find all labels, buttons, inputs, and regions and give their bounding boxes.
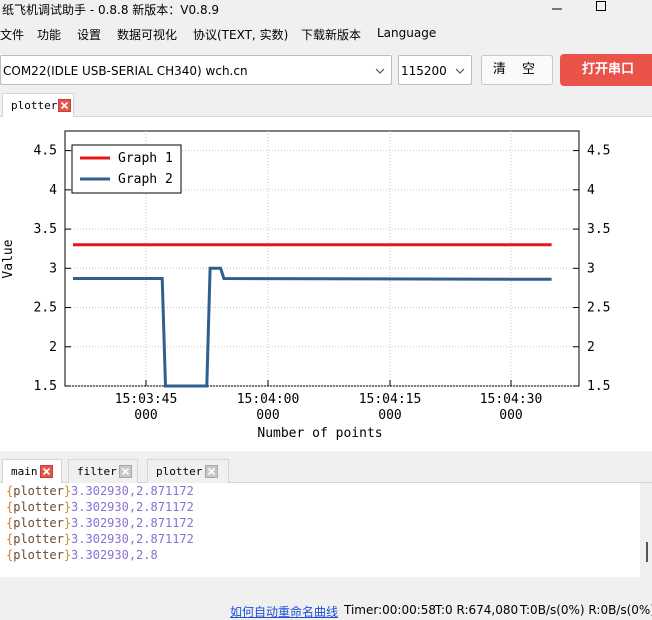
series-line-graph-2	[73, 266, 552, 388]
maximize-icon	[596, 1, 606, 11]
log-value: 3.302930,2.871172	[71, 484, 194, 498]
y-tick-label: 2.5	[34, 301, 57, 316]
menu-visualization[interactable]: 数据可视化	[117, 28, 178, 42]
log-line: {plotter}3.302930,2.871172	[6, 516, 194, 530]
y-tick-label: 4	[49, 183, 57, 198]
log-tag: plotter	[13, 548, 64, 562]
port-select-value: COM22(IDLE USB-SERIAL CH340) wch.cn	[3, 64, 248, 78]
log-tag: plotter	[13, 532, 64, 546]
plot-tab-bar	[0, 93, 652, 117]
menu-language[interactable]: Language	[377, 26, 437, 40]
y-tick-label-right: 4.5	[587, 144, 610, 159]
close-icon	[42, 467, 51, 476]
tab-main[interactable]: main	[2, 459, 62, 483]
plot-panel: 1.5 1.5 2 2 2.5 2.5 3 3 3.5 3.5 4 4 4.5 4.5 15:03:45 0…	[0, 117, 652, 451]
log-tag: plotter	[13, 484, 64, 498]
y-tick-label: 2	[49, 340, 57, 355]
clear-button[interactable]: 清 空	[481, 55, 553, 85]
status-counts: T:0 R:674,080	[435, 603, 519, 617]
close-icon	[121, 467, 130, 476]
y-tick-label-right: 2.5	[587, 301, 610, 316]
y-axis-ticks: 1.5 1.5 2 2 2.5 2.5 3 3 3.5 3.5 4 4 4.5 4.5	[34, 144, 611, 394]
status-rates: T:0B/s(0%) R:0B/s(0%)	[520, 603, 652, 617]
log-value: 3.302930,2.871172	[71, 532, 194, 546]
y-tick-label-right: 4	[587, 183, 595, 198]
x-tick-sublabel: 000	[134, 408, 157, 423]
close-tab-button[interactable]	[205, 465, 218, 478]
log-value: 3.302930,2.871172	[71, 500, 194, 514]
tab-plotter-log[interactable]: plotter	[147, 459, 229, 483]
open-port-button[interactable]: 打开串口	[560, 54, 652, 86]
menu-download-new-version[interactable]: 下载新版本	[301, 28, 362, 42]
chevron-down-icon	[455, 68, 465, 74]
y-tick-label-right: 1.5	[587, 379, 610, 394]
minimize-button[interactable]	[537, 3, 577, 23]
menu-settings[interactable]: 设置	[77, 28, 102, 42]
tab-plotter[interactable]: plotter	[2, 93, 74, 117]
legend: Graph 1 Graph 2	[71, 144, 182, 194]
x-tick-label: 15:04:15	[359, 392, 422, 407]
chart[interactable]: 1.5 1.52 22.5 2.53 33.5 3.54 44.5 4.5 15:03:450…	[0, 117, 652, 451]
title-bar	[0, 0, 652, 22]
baud-select[interactable]: 115200	[398, 55, 472, 85]
x-tick-label: 15:04:00	[237, 392, 300, 407]
x-tick-sublabel: 000	[256, 408, 279, 423]
y-tick-label-right: 3	[587, 261, 595, 276]
log-line: {plotter}3.302930,2.871172	[6, 532, 194, 546]
chevron-down-icon	[375, 68, 385, 74]
tab-filter[interactable]: filter	[68, 459, 138, 483]
x-tick-sublabel: 000	[378, 408, 401, 423]
y-tick-label-right: 3.5	[587, 222, 610, 237]
log-value: 3.302930,2.871172	[71, 516, 194, 530]
y-tick-label: 4.5	[34, 144, 57, 159]
menu-file[interactable]: 文件	[0, 28, 25, 42]
log-scrollbar-thumb[interactable]	[646, 542, 648, 562]
log-output[interactable]	[0, 483, 640, 577]
window-title: 纸飞机调试助手 - 0.8.8 新版本：V0.8.9	[2, 3, 220, 17]
log-value: 3.302930,2.8	[71, 548, 158, 562]
close-tab-button[interactable]	[58, 99, 71, 112]
tab-label: plotter	[156, 465, 203, 478]
x-tick-label: 15:04:30	[480, 392, 543, 407]
port-select[interactable]: COM22(IDLE USB-SERIAL CH340) wch.cn	[0, 55, 392, 85]
menu-protocol[interactable]: 协议(TEXT, 实数)	[193, 28, 289, 42]
series-lines	[73, 243, 552, 388]
x-axis-label: Number of points	[257, 426, 382, 441]
legend-label-graph-1: Graph 1	[118, 151, 173, 166]
log-tag: plotter	[13, 500, 64, 514]
tab-label: plotter	[11, 99, 58, 112]
x-tick-label: 15:03:45	[115, 392, 178, 407]
log-tag: plotter	[13, 516, 64, 530]
y-axis-label: Value	[1, 239, 16, 278]
y-tick-label: 3	[49, 261, 57, 276]
y-tick-label: 1.5	[34, 379, 57, 394]
close-icon	[207, 467, 216, 476]
legend-label-graph-2: Graph 2	[118, 172, 173, 187]
y-tick-label: 3.5	[34, 222, 57, 237]
y-tick-label-right: 2	[587, 340, 595, 355]
close-tab-button[interactable]	[40, 465, 53, 478]
close-icon	[60, 101, 69, 110]
x-axis-ticks: 15:03:4500015:04:0000015:04:1500015:04:3…	[115, 380, 543, 423]
log-line: {plotter}3.302930,2.8	[6, 548, 158, 562]
close-tab-button[interactable]	[119, 465, 132, 478]
rename-curves-help-link[interactable]: 如何自动重命名曲线	[230, 605, 339, 619]
maximize-button[interactable]	[581, 0, 621, 20]
log-tab-bar	[0, 459, 652, 483]
x-tick-sublabel: 000	[499, 408, 522, 423]
baud-select-value: 115200	[401, 64, 447, 78]
minimize-icon	[552, 8, 562, 10]
status-timer: Timer:00:00:58	[344, 603, 437, 617]
tab-label: filter	[77, 465, 117, 478]
legend-box	[71, 144, 182, 194]
menu-function[interactable]: 功能	[37, 28, 62, 42]
log-line: {plotter}3.302930,2.871172	[6, 500, 194, 514]
log-line: {plotter}3.302930,2.871172	[6, 484, 194, 498]
tab-label: main	[11, 465, 38, 478]
